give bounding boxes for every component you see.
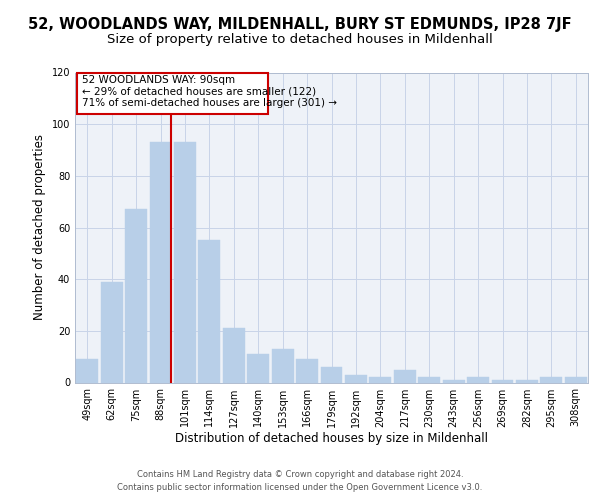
Bar <box>149 142 172 382</box>
Bar <box>174 142 196 382</box>
Bar <box>370 378 391 382</box>
Bar <box>296 359 318 382</box>
Bar <box>491 380 514 382</box>
Text: 52 WOODLANDS WAY: 90sqm: 52 WOODLANDS WAY: 90sqm <box>82 75 235 85</box>
Bar <box>418 378 440 382</box>
Bar <box>101 282 122 382</box>
Bar <box>223 328 245 382</box>
Text: Contains public sector information licensed under the Open Government Licence v3: Contains public sector information licen… <box>118 483 482 492</box>
Text: 52, WOODLANDS WAY, MILDENHALL, BURY ST EDMUNDS, IP28 7JF: 52, WOODLANDS WAY, MILDENHALL, BURY ST E… <box>28 18 572 32</box>
FancyBboxPatch shape <box>77 72 268 114</box>
Bar <box>541 378 562 382</box>
Bar <box>467 378 489 382</box>
Text: Size of property relative to detached houses in Mildenhall: Size of property relative to detached ho… <box>107 32 493 46</box>
Bar <box>247 354 269 382</box>
Bar <box>320 367 343 382</box>
Bar <box>125 210 147 382</box>
Bar <box>394 370 416 382</box>
Bar <box>345 375 367 382</box>
Bar <box>443 380 464 382</box>
Bar <box>565 378 587 382</box>
Bar <box>76 359 98 382</box>
X-axis label: Distribution of detached houses by size in Mildenhall: Distribution of detached houses by size … <box>175 432 488 446</box>
Bar <box>516 380 538 382</box>
Bar <box>199 240 220 382</box>
Text: 71% of semi-detached houses are larger (301) →: 71% of semi-detached houses are larger (… <box>82 98 337 108</box>
Text: Contains HM Land Registry data © Crown copyright and database right 2024.: Contains HM Land Registry data © Crown c… <box>137 470 463 479</box>
Text: ← 29% of detached houses are smaller (122): ← 29% of detached houses are smaller (12… <box>82 86 316 97</box>
Bar <box>272 349 293 382</box>
Y-axis label: Number of detached properties: Number of detached properties <box>33 134 46 320</box>
